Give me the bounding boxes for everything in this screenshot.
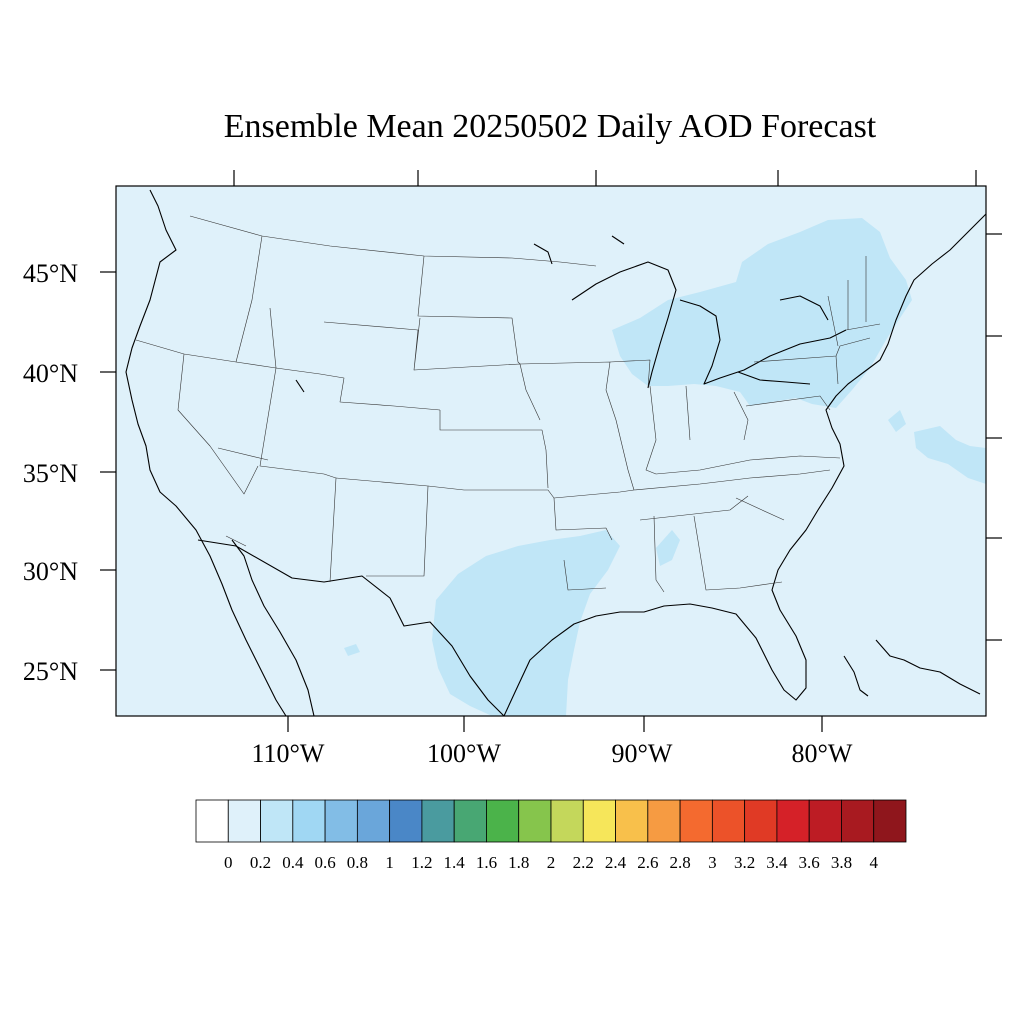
lat-label: 25°N	[23, 657, 78, 686]
colorbar-swatch	[292, 799, 326, 843]
aod-patch-gulf-coast	[656, 530, 680, 566]
colorbar-label: 2.8	[669, 853, 690, 872]
colorbar-label: 1.4	[444, 853, 466, 872]
colorbar-swatch	[486, 799, 520, 843]
colorbar-swatch	[389, 799, 423, 843]
colorbar-swatch	[679, 799, 713, 843]
colorbar-label: 3	[708, 853, 717, 872]
political-boundaries	[135, 215, 881, 593]
colorbar: 0 0.2 0.4 0.6 0.8 1 1.2 1.4 1.6 1.8 2 2.2 2.4 2.6 2.8 3…	[195, 799, 907, 872]
colorbar-label: 2.4	[605, 853, 627, 872]
colorbar-label: 0.2	[250, 853, 271, 872]
colorbar-label: 2	[547, 853, 556, 872]
lon-labels: 110°W 100°W 90°W 80°W	[252, 739, 853, 768]
colorbar-swatch	[711, 799, 746, 843]
colorbar-swatch	[356, 799, 391, 843]
colorbar-label: 0.4	[282, 853, 304, 872]
colorbar-swatch	[550, 799, 584, 843]
coastlines	[125, 189, 986, 716]
colorbar-swatch	[808, 799, 842, 843]
lat-label: 30°N	[23, 557, 78, 586]
colorbar-label: 1	[385, 853, 394, 872]
colorbar-label: 1.6	[476, 853, 497, 872]
colorbar-label: 1.2	[411, 853, 432, 872]
lat-label: 40°N	[23, 359, 78, 388]
colorbar-swatch	[260, 799, 294, 843]
colorbar-label: 3.6	[799, 853, 820, 872]
aod-region-southcentral	[432, 530, 620, 716]
aod-field	[125, 189, 986, 716]
colorbar-label: 3.4	[766, 853, 788, 872]
aod-patch-atlantic-2	[888, 410, 906, 432]
map-ticks	[100, 170, 1002, 732]
aod-region-northeast	[612, 218, 912, 408]
colorbar-swatch	[873, 799, 907, 843]
colorbar-swatch	[744, 799, 778, 843]
colorbar-swatch	[518, 799, 552, 843]
lon-label: 80°W	[792, 739, 853, 768]
colorbar-swatch	[195, 799, 229, 843]
colorbar-label: 3.2	[734, 853, 755, 872]
lon-label: 110°W	[252, 739, 325, 768]
aod-patch-mexico	[344, 644, 360, 656]
colorbar-swatch	[647, 799, 681, 843]
lon-label: 100°W	[427, 739, 501, 768]
colorbar-label: 0.8	[347, 853, 368, 872]
colorbar-swatch	[227, 799, 261, 843]
colorbar-label: 1.8	[508, 853, 529, 872]
colorbar-label: 3.8	[831, 853, 852, 872]
colorbar-label: 2.2	[573, 853, 594, 872]
colorbar-label: 0.6	[314, 853, 335, 872]
map-frame	[115, 185, 987, 717]
colorbar-swatch	[841, 799, 875, 843]
colorbar-label: 2.6	[637, 853, 658, 872]
lon-label: 90°W	[612, 739, 673, 768]
colorbar-label: 4	[869, 853, 878, 872]
lat-label: 45°N	[23, 259, 78, 288]
lat-labels: 45°N 40°N 35°N 30°N 25°N	[23, 259, 78, 686]
colorbar-swatch	[776, 799, 810, 843]
colorbar-swatch	[453, 799, 487, 843]
lat-label: 35°N	[23, 459, 78, 488]
aod-patch-atlantic	[914, 426, 986, 484]
colorbar-swatch	[582, 799, 616, 843]
figure-title: Ensemble Mean 20250502 Daily AOD Forecas…	[223, 108, 877, 145]
colorbar-swatch	[615, 799, 649, 843]
colorbar-swatch	[324, 799, 358, 843]
colorbar-swatch	[421, 799, 455, 843]
colorbar-label: 0	[224, 853, 233, 872]
